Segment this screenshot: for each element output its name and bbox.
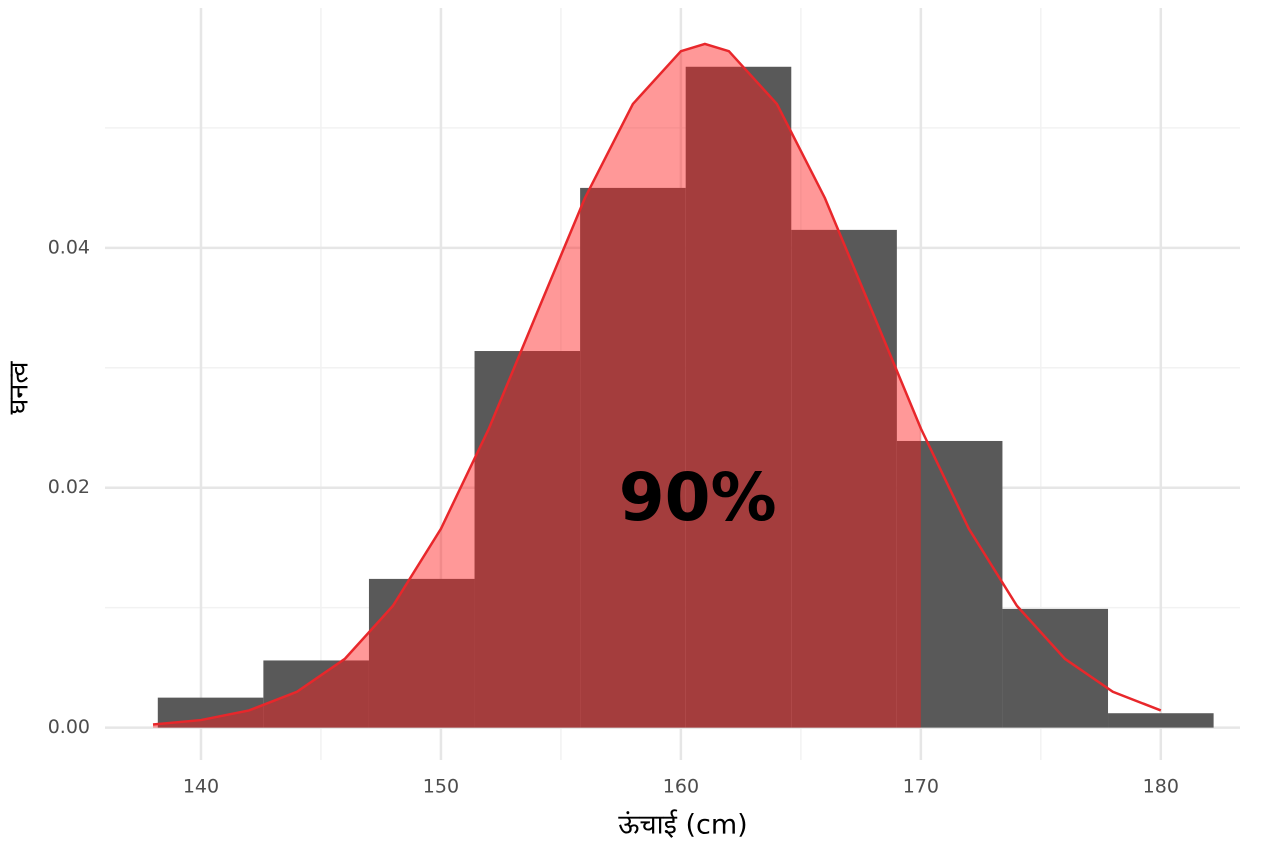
bar — [263, 660, 369, 728]
annotation: 90% — [619, 459, 777, 536]
y-tick-label: 0.00 — [48, 716, 90, 738]
density-curve — [152, 42, 1162, 726]
bar — [580, 187, 686, 728]
x-axis-title: ऊंचाई (cm) — [618, 809, 747, 841]
y-tick-label: 0.04 — [48, 236, 90, 258]
x-tick-label: 170 — [903, 776, 939, 798]
y-tick-label: 0.02 — [48, 476, 90, 498]
bar — [1108, 713, 1214, 728]
shaded-area — [152, 43, 921, 728]
bar — [368, 578, 475, 728]
x-tick-label: 160 — [663, 776, 699, 798]
x-tick-label: 150 — [423, 776, 459, 798]
bar — [685, 66, 792, 728]
x-tick-label: 180 — [1143, 776, 1179, 798]
bar — [474, 351, 581, 728]
x-tick-label: 140 — [183, 776, 219, 798]
bar — [1002, 608, 1109, 728]
y-axis-title: घनत्व — [4, 360, 35, 414]
bar — [791, 229, 897, 728]
